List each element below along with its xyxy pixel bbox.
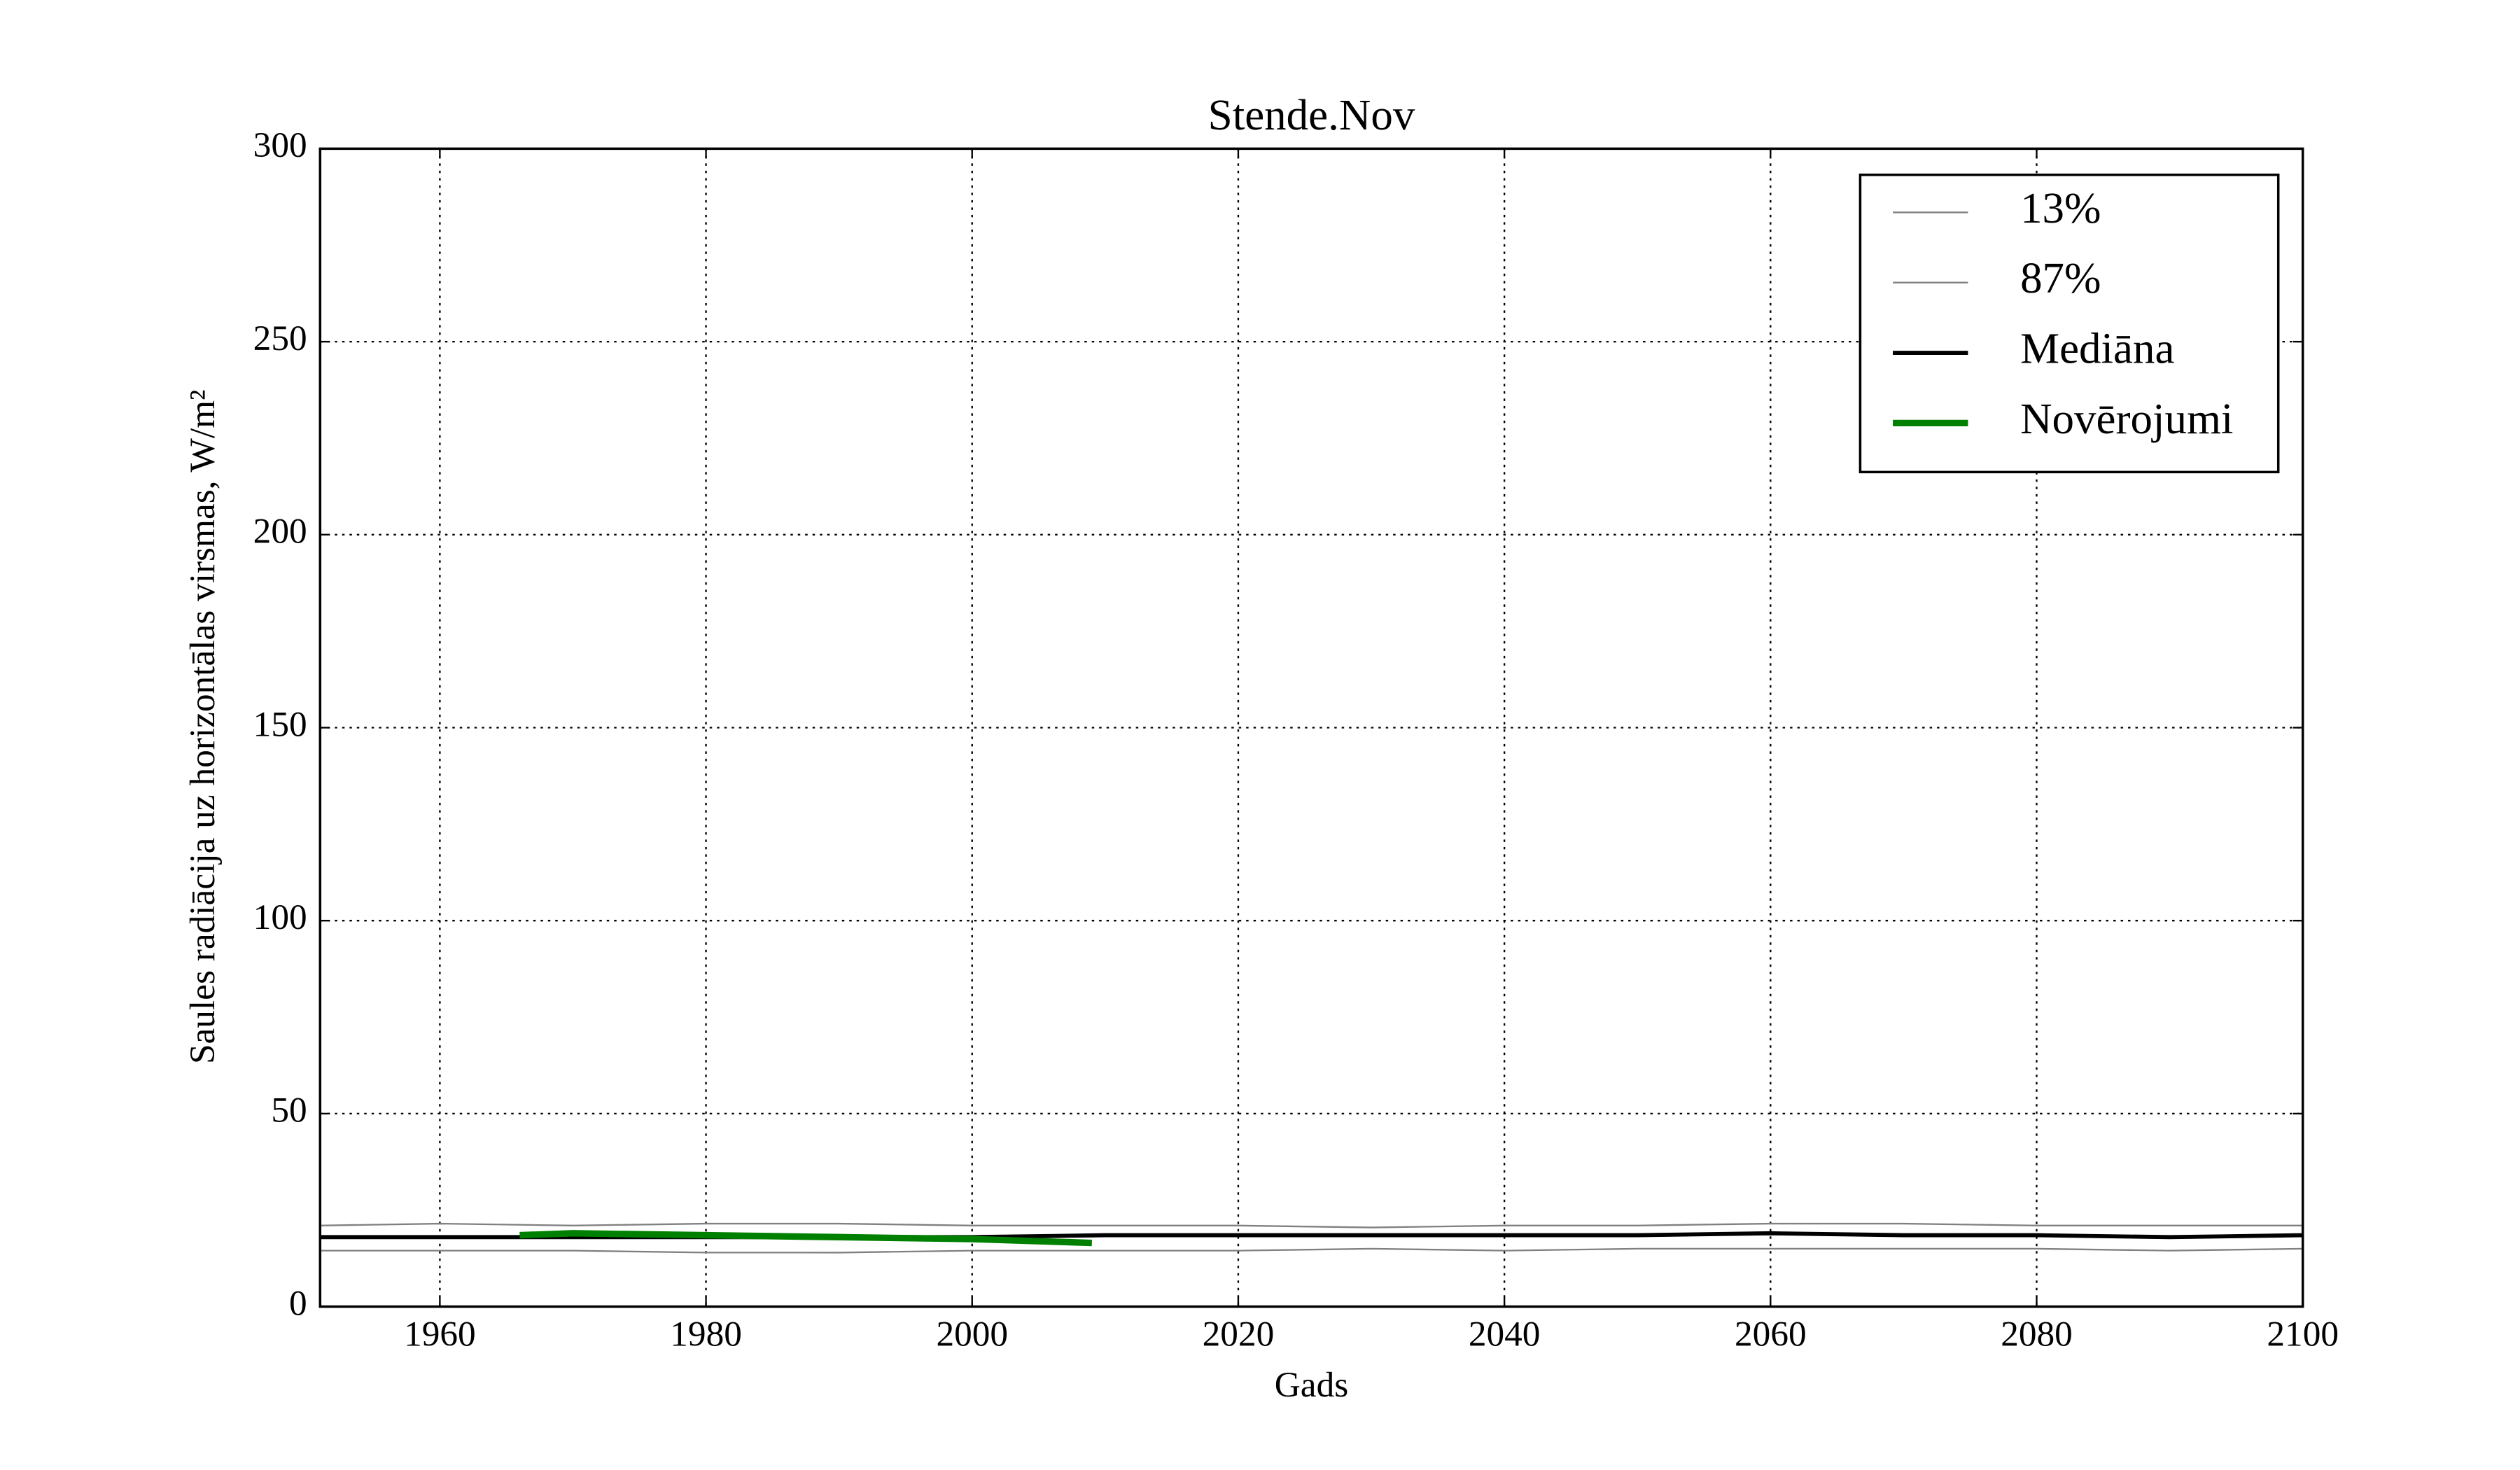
series-line <box>320 1222 2303 1228</box>
x-axis-label: Gads <box>1275 1365 1348 1405</box>
y-tick-label: 250 <box>253 318 307 358</box>
x-tick-label: 2100 <box>2267 1315 2339 1354</box>
x-tick-label: 2060 <box>1735 1315 1807 1354</box>
x-tick-label: 2000 <box>936 1315 1008 1354</box>
y-tick-label: 50 <box>271 1091 307 1130</box>
x-tick-label: 2080 <box>2001 1315 2073 1354</box>
legend-label: 87% <box>2020 253 2101 302</box>
y-tick-label: 200 <box>253 512 307 552</box>
x-tick-label: 2040 <box>1469 1315 1541 1354</box>
y-tick-label: 100 <box>253 897 307 937</box>
x-tick-label: 1960 <box>404 1315 476 1354</box>
series-line <box>320 1247 2303 1254</box>
y-tick-label: 0 <box>289 1283 307 1323</box>
y-tick-label: 150 <box>253 704 307 744</box>
x-tick-label: 2020 <box>1203 1315 1275 1354</box>
legend-label: Mediāna <box>2020 324 2174 373</box>
y-tick-label: 300 <box>253 125 307 165</box>
x-tick-label: 1980 <box>670 1315 742 1354</box>
chart-title: Stende.Nov <box>1208 90 1415 139</box>
legend-label: 13% <box>2020 183 2101 232</box>
y-axis-label: Saules radiācija uz horizontālas virsmas… <box>183 390 223 1064</box>
plot-frame <box>318 147 2304 1308</box>
legend-label: Novērojumi <box>2020 394 2233 443</box>
series-line <box>519 1230 1092 1247</box>
